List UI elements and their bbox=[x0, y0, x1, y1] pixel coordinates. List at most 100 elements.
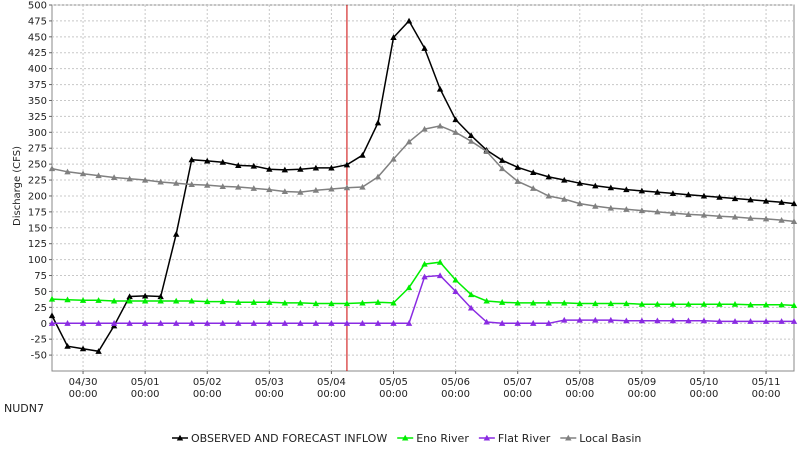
data-point bbox=[498, 320, 506, 326]
data-point bbox=[592, 202, 599, 209]
data-point bbox=[790, 200, 798, 207]
data-point bbox=[790, 318, 798, 324]
data-point bbox=[204, 157, 211, 164]
data-point bbox=[421, 260, 428, 267]
y-tick-label: 275 bbox=[28, 144, 47, 155]
legend: OBSERVED AND FORECAST INFLOW Eno River Fla… bbox=[172, 432, 641, 445]
legend-label: Eno River bbox=[416, 432, 469, 445]
data-point bbox=[747, 301, 754, 308]
data-point bbox=[762, 318, 770, 324]
data-point bbox=[48, 320, 56, 326]
x-tick-time: 00:00 bbox=[379, 389, 408, 400]
data-point bbox=[188, 297, 195, 304]
data-point bbox=[343, 320, 351, 326]
data-point bbox=[530, 169, 537, 175]
data-point bbox=[561, 176, 568, 183]
x-tick-date: 05/02 bbox=[193, 377, 222, 388]
data-point bbox=[514, 299, 521, 306]
y-tick-label: 75 bbox=[34, 271, 47, 282]
x-tick-time: 00:00 bbox=[317, 389, 346, 400]
data-point bbox=[530, 185, 537, 191]
data-point bbox=[188, 320, 195, 326]
data-point bbox=[685, 300, 692, 307]
data-point bbox=[669, 190, 677, 196]
x-tick-time: 00:00 bbox=[441, 389, 470, 400]
data-point bbox=[421, 45, 428, 51]
data-point bbox=[390, 155, 397, 162]
y-tick-label: 175 bbox=[28, 207, 47, 218]
data-point bbox=[328, 185, 335, 192]
data-point bbox=[638, 207, 646, 214]
y-tick-label: 500 bbox=[28, 1, 47, 12]
data-point bbox=[498, 299, 506, 305]
series-group bbox=[48, 17, 798, 354]
data-point bbox=[576, 316, 583, 323]
data-point bbox=[281, 188, 289, 195]
data-point bbox=[762, 301, 770, 308]
data-point bbox=[669, 317, 677, 324]
data-point bbox=[374, 320, 382, 326]
data-point bbox=[623, 317, 630, 324]
x-tick-time: 00:00 bbox=[627, 389, 656, 400]
data-point bbox=[700, 317, 708, 324]
y-tick-label: 25 bbox=[34, 303, 47, 314]
x-tick-time: 00:00 bbox=[690, 389, 719, 400]
data-point bbox=[141, 320, 149, 326]
data-point bbox=[514, 178, 521, 184]
data-point bbox=[623, 300, 630, 307]
grid-lines bbox=[52, 4, 794, 371]
y-axis-ticks: -50 -25 0 25 50 75 100 125 150 175 200 225 250 275 300… bbox=[28, 1, 52, 362]
data-point bbox=[172, 320, 180, 326]
data-point bbox=[762, 215, 770, 222]
y-tick-label: 300 bbox=[28, 128, 47, 139]
data-point bbox=[530, 320, 537, 326]
x-tick-time: 00:00 bbox=[255, 389, 284, 400]
data-point bbox=[483, 297, 490, 304]
data-point bbox=[64, 296, 71, 303]
data-point bbox=[157, 297, 164, 304]
x-tick-date: 05/04 bbox=[317, 377, 346, 388]
data-point bbox=[343, 300, 351, 307]
data-point bbox=[405, 284, 413, 291]
data-point bbox=[328, 300, 335, 307]
y-tick-label: -50 bbox=[31, 351, 47, 362]
data-point bbox=[467, 304, 475, 311]
data-point bbox=[576, 200, 583, 207]
data-point bbox=[390, 34, 397, 41]
data-point bbox=[219, 183, 226, 189]
data-point bbox=[669, 209, 677, 216]
data-point bbox=[700, 192, 708, 199]
data-point bbox=[48, 165, 56, 172]
data-point bbox=[561, 195, 568, 202]
data-point bbox=[638, 187, 646, 194]
data-point bbox=[204, 298, 211, 305]
data-point bbox=[79, 170, 87, 177]
data-point bbox=[359, 299, 366, 306]
data-point bbox=[545, 299, 552, 306]
data-point bbox=[778, 318, 785, 324]
data-point bbox=[359, 152, 366, 158]
data-point bbox=[436, 85, 444, 92]
data-point bbox=[250, 162, 257, 169]
data-point bbox=[157, 293, 164, 300]
data-point bbox=[281, 299, 289, 306]
y-tick-label: 225 bbox=[28, 176, 47, 187]
data-point bbox=[297, 188, 304, 195]
data-point bbox=[607, 184, 615, 191]
data-point bbox=[374, 119, 382, 126]
data-point bbox=[731, 213, 739, 220]
data-point bbox=[204, 320, 211, 326]
y-tick-label: 50 bbox=[34, 287, 47, 298]
data-point bbox=[126, 320, 133, 326]
data-point bbox=[172, 230, 180, 237]
data-point bbox=[312, 164, 320, 171]
legend-item: OBSERVED AND FORECAST INFLOW bbox=[172, 432, 387, 445]
data-point bbox=[483, 148, 490, 154]
data-point bbox=[436, 272, 444, 279]
y-tick-label: 350 bbox=[28, 96, 47, 107]
y-tick-label: 425 bbox=[28, 48, 47, 59]
data-point bbox=[638, 317, 646, 324]
data-point bbox=[716, 318, 723, 324]
series-eno-river bbox=[48, 258, 798, 308]
